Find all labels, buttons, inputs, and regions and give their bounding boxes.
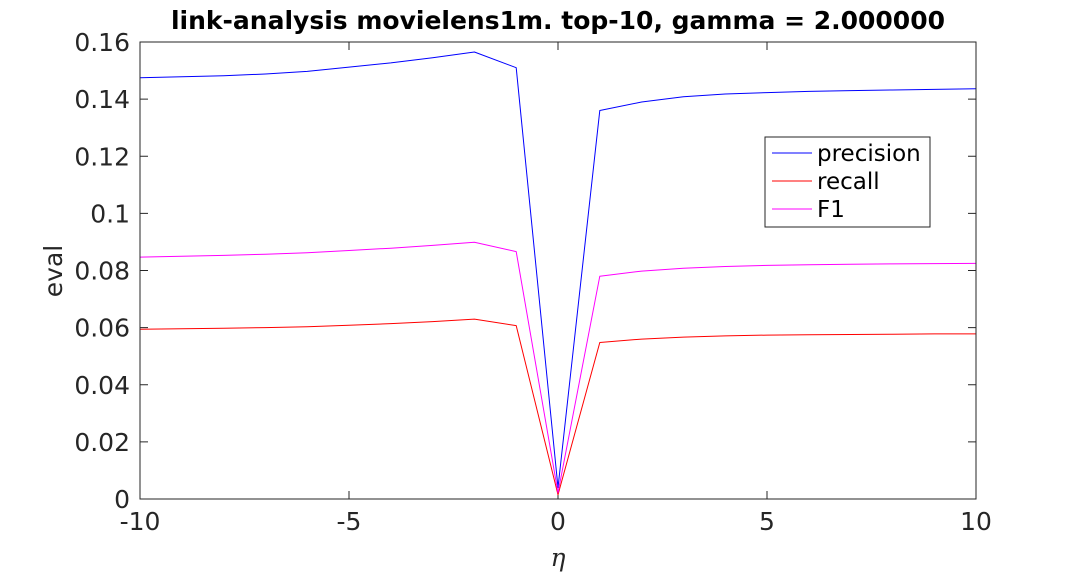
series-line-f1 <box>139 241 977 494</box>
x-tick-label: 10 <box>960 507 992 536</box>
x-tick-label: 0 <box>550 507 566 536</box>
y-tick-label: 0.1 <box>90 199 130 228</box>
y-tick-label: 0.14 <box>74 85 130 114</box>
x-tick-label: -5 <box>337 507 362 536</box>
series-line-recall <box>139 318 976 496</box>
legend-box <box>764 136 931 228</box>
legend-label-f1: F1 <box>817 197 845 223</box>
x-tick-label: -10 <box>120 507 161 536</box>
x-tick-label: 5 <box>759 507 775 536</box>
y-tick-label: 0.02 <box>74 428 130 457</box>
plot-frame <box>139 41 977 500</box>
x-axis-label: η <box>551 543 566 572</box>
y-tick-label: 0.08 <box>74 257 130 286</box>
y-tick-label: 0.16 <box>74 28 130 57</box>
legend-label-precision: precision <box>817 141 921 167</box>
y-tick-label: 0.12 <box>74 142 130 171</box>
series-line-precision <box>139 51 977 489</box>
y-axis-label: eval <box>39 245 68 297</box>
y-tick-label: 0.04 <box>74 371 130 400</box>
y-tick-label: 0 <box>114 485 130 514</box>
legend: precision recall F1 <box>764 136 931 228</box>
y-tick-label: 0.06 <box>74 314 130 343</box>
chart-title: link-analysis movielens1m. top-10, gamma… <box>171 6 945 35</box>
legend-label-recall: recall <box>817 169 880 195</box>
